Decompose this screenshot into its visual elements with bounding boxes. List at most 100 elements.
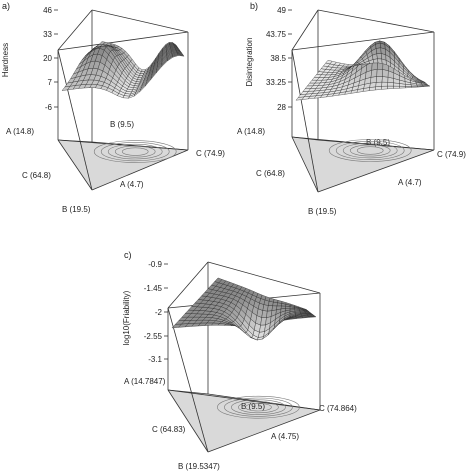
z-tick-label: 43.75	[266, 30, 287, 39]
panel-letter: a)	[2, 1, 10, 11]
z-tick-label: 20	[43, 54, 52, 63]
prism-edge	[291, 31, 435, 51]
prism-edge	[291, 9, 319, 51]
surface-cell	[381, 81, 388, 87]
surface-cell	[387, 85, 394, 90]
surface-cell	[294, 310, 301, 313]
vertex-label-b-back: B (9.5)	[241, 402, 265, 411]
prism-edge	[57, 139, 93, 143]
surface-mesh	[295, 40, 431, 101]
prism-edge	[57, 49, 93, 191]
surface-mesh	[61, 41, 185, 99]
vertex-label-c-right: C (74.9)	[437, 150, 466, 159]
vertex-label-a-top: A (14.8)	[237, 127, 265, 136]
prism-edge	[57, 9, 93, 51]
contour-line	[238, 401, 279, 414]
surface-cell	[301, 307, 308, 311]
surface-cell	[399, 86, 406, 89]
contour-line	[342, 142, 398, 159]
panel-letter: c)	[124, 250, 132, 260]
z-axis-label: Hardness	[1, 43, 10, 77]
contour-line	[114, 145, 156, 158]
vertex-label-b-back: B (9.5)	[366, 138, 390, 147]
surface-cell	[381, 85, 388, 90]
prism-edge	[207, 409, 321, 453]
surface-cell	[172, 42, 177, 46]
prism-edge	[207, 261, 321, 294]
surface-cell	[376, 53, 382, 60]
z-tick-label: 7	[48, 78, 53, 87]
contour-line	[328, 139, 412, 162]
vertex-label-c-left: C (64.8)	[22, 171, 51, 180]
vertex-label-b-bottom: B (19.5)	[62, 205, 91, 214]
contour-line	[224, 397, 293, 417]
surface-cell	[393, 85, 400, 89]
prism-edge	[317, 9, 435, 33]
z-tick-label: 33.25	[266, 78, 287, 87]
prism-edge	[167, 261, 209, 309]
z-tick-label: 49	[277, 6, 286, 15]
z-tick-label: 33	[43, 30, 52, 39]
prism-edge	[317, 149, 435, 193]
panel-a: 46 33 20 7 -6 Hardness a) A (14.8) C (64.8) B (19…	[1, 1, 225, 214]
z-axis-label: log10(Friability)	[122, 290, 131, 345]
prism-edge	[167, 389, 209, 453]
contour-line	[335, 141, 405, 161]
contour-line	[217, 395, 300, 419]
contour-line	[121, 147, 149, 156]
surface-cell	[370, 68, 378, 78]
z-axis-label: Disintegration	[245, 38, 254, 87]
z-tick-label: -1.45	[144, 284, 163, 293]
surface-cell	[273, 298, 279, 303]
z-tick-label: -0.9	[148, 260, 162, 269]
surface-cell	[277, 300, 283, 304]
z-tick-label: -3.1	[148, 355, 162, 364]
contour-line	[231, 399, 286, 415]
contour-line	[356, 146, 384, 155]
vertex-label-a-top: A (14.7847)	[124, 377, 166, 386]
vertex-label-c-right: C (74.9)	[196, 149, 225, 158]
prism-edge	[91, 9, 189, 33]
z-tick-label: -6	[45, 103, 53, 112]
prism-edge	[291, 136, 319, 141]
surface-cell	[375, 47, 382, 54]
contour-line	[245, 403, 272, 412]
contour-line	[107, 143, 163, 160]
floor-triangle	[58, 140, 188, 190]
surface-cell	[415, 80, 422, 84]
surface-cell	[376, 69, 383, 77]
prism-edge	[291, 49, 319, 193]
surface-cell	[376, 76, 383, 83]
panel-b: 49 43.75 38.5 33.25 28 Disintegration b) A (14.…	[237, 1, 466, 216]
prism-edge	[291, 136, 319, 193]
floor-triangle	[292, 137, 434, 192]
vertex-label-a-front: A (4.75)	[271, 432, 299, 441]
surface-cell	[381, 76, 389, 83]
floor-triangle	[168, 390, 320, 452]
surface-cell	[370, 76, 377, 84]
z-tick-label: -2.55	[144, 332, 163, 341]
vertex-label-a-top: A (14.8)	[6, 127, 34, 136]
surface-mesh	[171, 277, 317, 341]
prism-edge	[57, 139, 93, 191]
vertex-label-b-bottom: B (19.5347)	[178, 462, 220, 471]
vertex-label-a-front: A (4.7)	[120, 180, 144, 189]
z-tick-label: 38.5	[270, 54, 286, 63]
z-tick-label: -2	[155, 308, 163, 317]
panel-letter: b)	[250, 1, 258, 11]
panel-c: -0.9 -1.45 -2 -2.55 -3.1 log10(Friability) c) A…	[122, 250, 357, 471]
prism-edge	[167, 307, 209, 453]
vertex-label-c-left: C (64.8)	[256, 169, 285, 178]
surface-cell	[375, 81, 383, 87]
vertex-label-c-right: C (74.864)	[319, 404, 357, 413]
surface-cell	[280, 305, 286, 310]
vertex-label-b-back: B (9.5)	[110, 120, 134, 129]
prism-edge	[167, 389, 209, 395]
contour-line	[93, 140, 177, 163]
z-tick-label: 46	[43, 6, 52, 15]
prism-edge	[57, 31, 189, 51]
vertex-label-b-bottom: B (19.5)	[308, 207, 337, 216]
contour-line	[349, 144, 391, 157]
